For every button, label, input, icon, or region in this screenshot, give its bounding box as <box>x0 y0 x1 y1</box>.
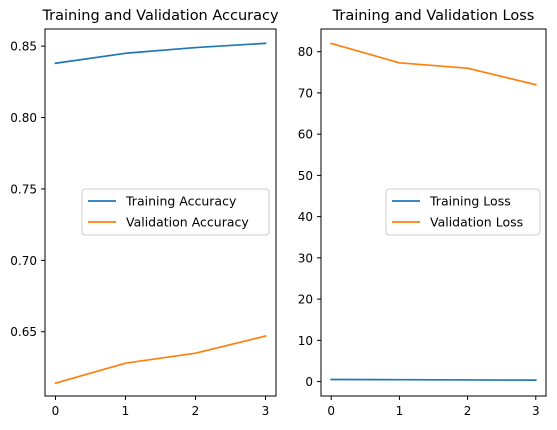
loss-x-tick-label: 2 <box>464 404 472 418</box>
accuracy-legend-label: Training Accuracy <box>125 194 237 209</box>
loss-y-tick-label: 30 <box>298 251 313 265</box>
loss-x-tick-label: 3 <box>532 404 540 418</box>
accuracy-y-tick-label: 0.70 <box>10 254 37 268</box>
loss-y-tick-label: 20 <box>298 293 313 307</box>
loss-x-tick-label: 0 <box>327 404 335 418</box>
loss-x-tick-label: 1 <box>396 404 404 418</box>
accuracy-x-tick-label: 2 <box>192 404 200 418</box>
loss-y-tick-label: 60 <box>298 128 313 142</box>
accuracy-series-training-accuracy-line <box>54 42 267 65</box>
accuracy-legend-box <box>81 188 270 236</box>
loss-y-tick-label: 10 <box>298 334 313 348</box>
loss-legend-label: Validation Loss <box>430 215 523 230</box>
accuracy-y-tick-label: 0.85 <box>10 40 37 54</box>
accuracy-x-tick-label: 3 <box>262 404 270 418</box>
loss-legend-box <box>385 188 541 236</box>
accuracy-legend-label: Validation Accuracy <box>126 215 249 230</box>
accuracy-x-tick-label: 0 <box>52 404 60 418</box>
loss-chart-title: Training and Validation Loss <box>332 8 535 24</box>
accuracy-plot-frame <box>44 28 277 397</box>
accuracy-legend: Training Accuracy Validation Accuracy <box>81 188 270 236</box>
loss-y-tick-label: 80 <box>298 45 313 59</box>
loss-series-validation-loss-line <box>330 42 537 86</box>
accuracy-y-tick-label: 0.65 <box>10 325 37 339</box>
accuracy-y-tick-label: 0.75 <box>10 182 37 196</box>
accuracy-chart: Training and Validation Accuracy 0 1 2 3 0.65… <box>10 8 279 418</box>
loss-y-tick-label: 0 <box>305 375 313 389</box>
accuracy-y-tick-label: 0.80 <box>10 111 37 125</box>
loss-legend: Training Loss Validation Loss <box>385 188 541 236</box>
loss-y-tick-label: 40 <box>298 210 313 224</box>
loss-legend-label: Training Loss <box>429 194 511 209</box>
loss-plot-frame <box>320 28 547 397</box>
loss-y-tick-label: 70 <box>298 86 313 100</box>
accuracy-chart-title: Training and Validation Accuracy <box>41 8 279 24</box>
loss-series-training-loss-line <box>330 378 537 381</box>
loss-y-tick-label: 50 <box>298 169 313 183</box>
accuracy-series-validation-accuracy-line <box>54 334 267 385</box>
accuracy-x-tick-label: 1 <box>122 404 130 418</box>
